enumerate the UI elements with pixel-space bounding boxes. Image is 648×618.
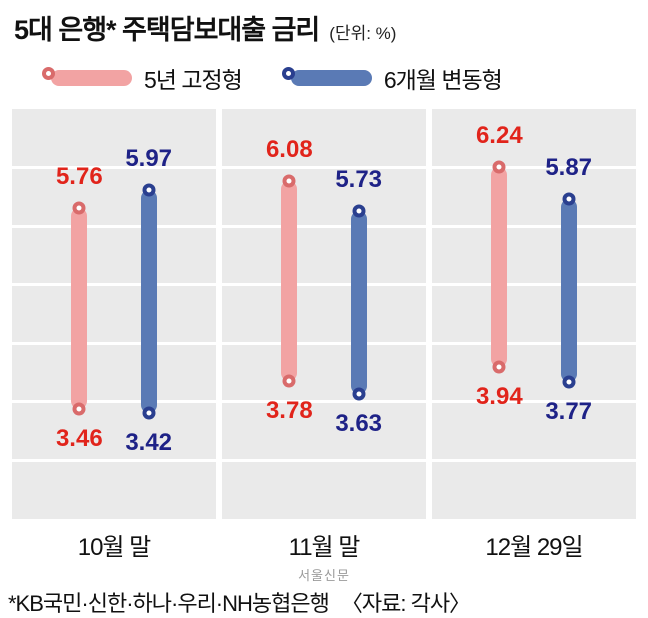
range-endpoint-top-icon [562,192,576,206]
legend-bar-icon [290,70,372,86]
legend-item-fixed: 5년 고정형 [42,61,243,95]
value-label-variable: 5.87 [545,153,593,181]
value-label-variable: 3.42 [125,428,173,456]
value-label-fixed: 3.46 [55,425,103,453]
gridline [222,400,426,404]
range-endpoint-top-icon [492,160,506,174]
gridline [432,341,636,345]
range-bar-fixed [281,180,298,382]
range-bar-variable [140,190,157,413]
range-endpoint-bottom-icon [142,406,156,420]
chart-panel: 5.76 3.46 5.97 3.42 [12,109,216,519]
gridline [222,458,426,462]
x-axis-label: 11월 말 [288,534,361,561]
value-label-fixed: 6.24 [475,121,523,149]
x-axis-label: 10월 말 [77,534,152,561]
gridline [222,224,426,228]
range-endpoint-bottom-icon [282,374,296,388]
gridline [12,400,216,404]
x-axis-label: 12월 29일 [485,534,583,561]
legend-label-fixed: 5년 고정형 [144,67,243,93]
gridline [432,224,636,228]
gridline [12,166,216,170]
value-label-variable: 3.77 [545,398,593,426]
footnote: *KB국민·신한·하나·우리·NH농협은행 〈자료: 각사〉 [0,584,648,618]
range-bar-variable [560,198,577,383]
value-label-fixed: 5.76 [55,163,103,191]
value-label-variable: 5.73 [335,166,383,194]
gridline [222,166,426,170]
x-axis-labels: 10월 말 11월 말 12월 29일 [0,527,648,562]
page-title: 5대 은행* 주택담보대출 금리 [14,15,320,45]
gridline [432,166,636,170]
gridline [222,341,426,345]
legend-swatch-fixed [42,67,132,86]
footnote-banks: *KB국민·신한·하나·우리·NH농협은행 [8,591,330,616]
chart-area: 5.76 3.46 5.97 3.42 6.08 3.78 5.73 3.63 6.24 3.94… [0,109,648,519]
range-endpoint-top-icon [142,183,156,197]
legend-swatch-variable [281,67,372,86]
value-label-variable: 5.97 [125,145,173,173]
unit-label: (단위: %) [329,24,397,43]
legend-item-variable: 6개월 변동형 [281,61,503,95]
gridline [12,341,216,345]
range-endpoint-bottom-icon [562,375,576,389]
value-label-variable: 3.63 [335,410,383,438]
chart-panel: 6.24 3.94 5.87 3.77 [432,109,636,519]
range-endpoint-bottom-icon [492,360,506,374]
gridline [12,458,216,462]
legend-label-variable: 6개월 변동형 [383,67,503,93]
gridline [222,283,426,287]
range-bar-fixed [491,166,508,368]
watermark: 서울신문 [298,568,350,583]
legend-ring-icon [42,67,55,80]
gridline [432,400,636,404]
value-label-fixed: 6.08 [265,135,313,163]
chart-panel: 6.08 3.78 5.73 3.63 [222,109,426,519]
value-label-fixed: 3.94 [475,383,523,411]
value-label-fixed: 3.78 [265,397,313,425]
legend-bar-icon [51,70,132,86]
range-bar-variable [350,211,367,395]
gridline [432,458,636,462]
legend-ring-icon [281,67,295,80]
range-endpoint-top-icon [282,174,296,188]
header: 5대 은행* 주택담보대출 금리 (단위: %) [0,0,648,47]
gridline [12,283,216,287]
gridline [12,224,216,228]
range-endpoint-bottom-icon [352,387,366,401]
range-endpoint-top-icon [352,204,366,218]
legend: 5년 고정형 6개월 변동형 [0,47,648,109]
range-bar-fixed [71,208,88,410]
range-endpoint-bottom-icon [72,402,86,416]
footnote-source: 〈자료: 각사〉 [340,591,471,616]
gridline [432,283,636,287]
range-endpoint-top-icon [72,201,86,215]
